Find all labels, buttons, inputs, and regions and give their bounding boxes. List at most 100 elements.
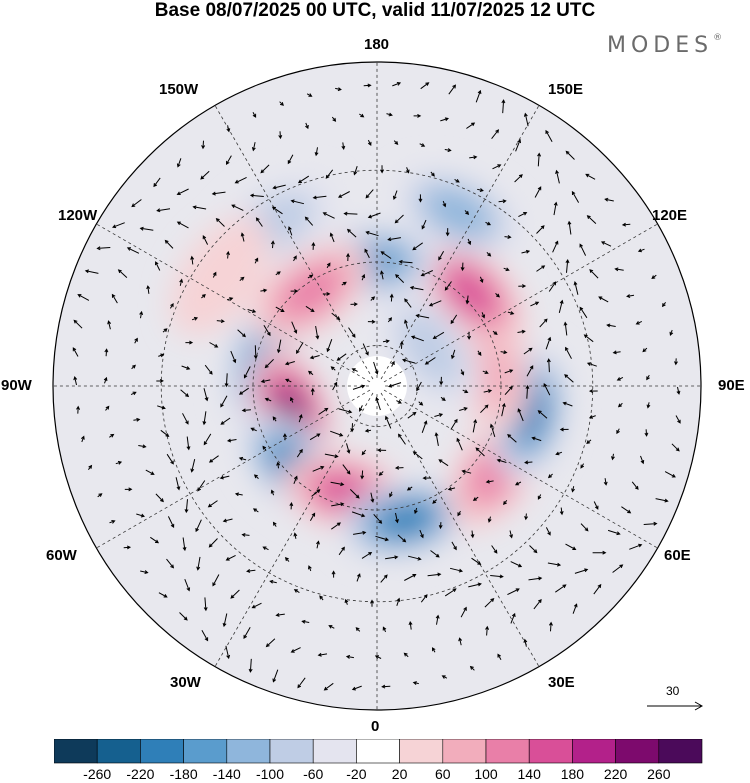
wind-vector — [430, 550, 440, 558]
wind-vector — [580, 463, 585, 469]
wind-vector — [402, 358, 416, 364]
wind-vector — [479, 276, 484, 284]
wind-vector — [539, 318, 548, 328]
wind-vector — [386, 112, 393, 117]
wind-vector — [270, 489, 275, 496]
wind-vector — [243, 627, 251, 640]
wind-vector — [326, 262, 331, 269]
wind-vector — [481, 312, 486, 319]
wind-vector — [404, 298, 412, 308]
wind-vector — [579, 306, 588, 319]
colorbar-tick-label: -100 — [255, 766, 285, 782]
wind-vector — [204, 364, 213, 375]
wind-vector — [382, 626, 387, 633]
wind-vectors — [72, 82, 681, 691]
wind-vector — [504, 234, 512, 239]
wind-vector — [307, 274, 314, 279]
wind-vector — [396, 400, 402, 404]
wind-vector — [331, 312, 341, 321]
colorbar-tick-label: 20 — [391, 766, 408, 782]
wind-vector — [185, 340, 194, 345]
wind-vector — [312, 195, 327, 200]
wind-vector — [565, 150, 575, 160]
wind-vector — [546, 358, 551, 373]
wind-vector — [346, 443, 351, 454]
wind-vector — [495, 293, 500, 298]
wind-vector — [500, 350, 508, 355]
wind-vector — [572, 603, 578, 614]
wind-vector — [387, 317, 393, 323]
colorbar-swatch — [269, 739, 314, 764]
wind-vector — [197, 480, 206, 492]
wind-vector — [124, 487, 133, 492]
wind-vector — [565, 543, 577, 550]
wind-vector — [201, 294, 206, 299]
wind-vector — [514, 481, 522, 486]
wind-vector — [190, 458, 196, 473]
wind-vector — [131, 364, 136, 370]
wind-vector — [567, 220, 572, 235]
wind-vector — [317, 652, 328, 657]
logo-text: MODES — [607, 33, 714, 58]
wind-vector — [616, 428, 620, 435]
wind-vector — [459, 407, 468, 411]
wind-vector — [238, 387, 249, 395]
wind-vector — [238, 456, 247, 461]
wind-vector — [230, 589, 240, 599]
wind-vector — [290, 199, 305, 205]
wind-vector — [398, 433, 406, 445]
wind-vector — [308, 565, 312, 572]
wind-vector — [407, 555, 422, 561]
wind-vector — [395, 512, 399, 524]
wind-vector — [485, 221, 491, 226]
wind-vector — [330, 481, 345, 487]
lon-label-120e: 120E — [652, 207, 688, 224]
wind-vector — [399, 340, 404, 349]
wind-vector — [156, 208, 171, 213]
wind-vector — [480, 404, 489, 414]
wind-vector — [661, 302, 666, 308]
wind-vector — [311, 241, 316, 250]
wind-vector — [629, 543, 643, 550]
wind-vector — [156, 379, 164, 383]
registered-mark: ® — [713, 33, 723, 43]
colorbar-tick-label: -140 — [212, 766, 241, 782]
wind-vector — [182, 537, 187, 552]
wind-vector — [631, 481, 639, 490]
wind-vector — [604, 197, 614, 202]
lon-label-120w: 120W — [58, 207, 98, 224]
wind-vector — [290, 647, 301, 653]
wind-vector — [184, 499, 189, 514]
wind-vector — [249, 193, 264, 198]
wind-vector — [533, 598, 542, 610]
longitude-line — [96, 223, 371, 383]
wind-vector — [305, 122, 309, 130]
wind-vector — [225, 155, 232, 166]
longitude-line — [380, 105, 540, 380]
wind-vector — [220, 417, 231, 425]
wind-vector — [432, 499, 438, 504]
wind-vector — [381, 684, 391, 689]
wind-vector — [418, 401, 424, 406]
wind-vector — [216, 319, 225, 324]
wind-vector — [208, 455, 219, 463]
wind-vector — [431, 647, 436, 653]
wind-vector — [428, 300, 442, 307]
wind-vector — [344, 598, 349, 605]
wind-vector — [275, 612, 285, 617]
wind-vector — [420, 594, 428, 603]
reference-vector-arrow — [647, 701, 704, 711]
wind-vector — [586, 362, 597, 367]
wind-vector — [525, 384, 530, 399]
wind-vector — [380, 574, 388, 583]
wind-vector — [264, 358, 274, 369]
wind-vector — [378, 471, 384, 476]
wind-vector — [440, 117, 449, 122]
wind-vector — [464, 210, 470, 215]
wind-vector — [565, 346, 572, 359]
colorbar-swatch — [615, 739, 660, 764]
wind-vector — [312, 465, 325, 472]
wind-vector — [201, 629, 209, 642]
longitude-line — [380, 392, 540, 667]
wind-vector — [272, 669, 279, 683]
